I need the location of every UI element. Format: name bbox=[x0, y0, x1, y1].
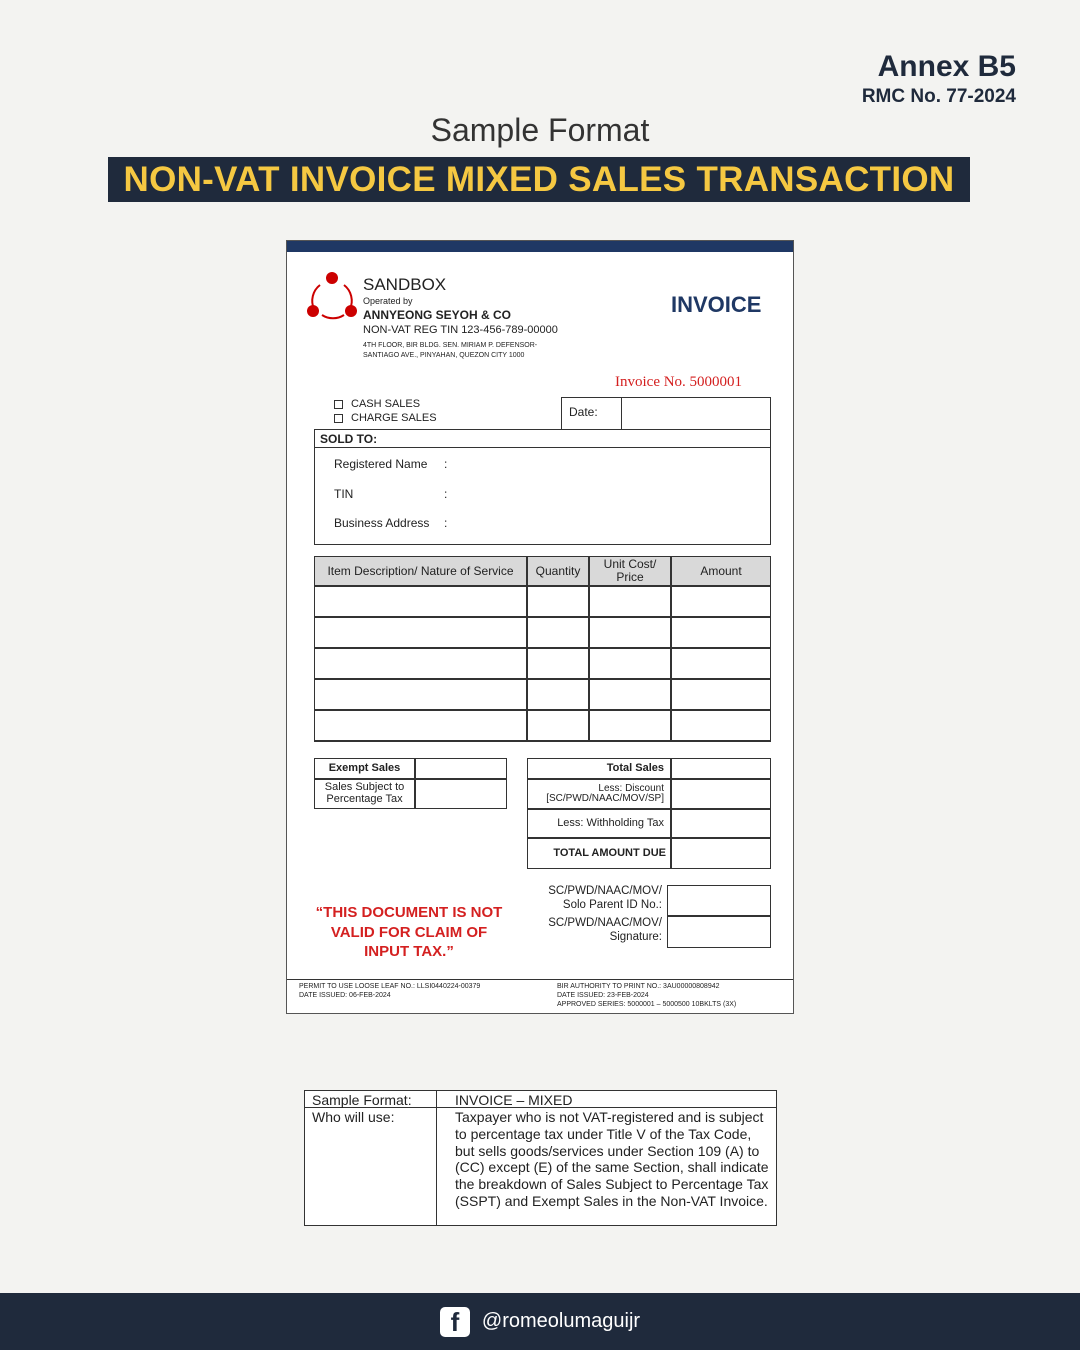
item-cell bbox=[671, 586, 771, 617]
less-discount-label: Less: Discount [SC/PWD/NAAC/MOV/SP] bbox=[527, 779, 671, 809]
id-no-label: SC/PWD/NAAC/MOV/ Solo Parent ID No.: bbox=[548, 885, 662, 911]
item-cell bbox=[314, 710, 527, 741]
item-cell bbox=[589, 648, 671, 679]
invoice-title: INVOICE bbox=[671, 292, 762, 317]
column-header: Item Description/ Nature of Service bbox=[314, 556, 527, 586]
tin-label: TIN bbox=[334, 487, 354, 501]
social-handle[interactable]: @romeolumaguijr bbox=[481, 1310, 641, 1332]
discount-value bbox=[671, 779, 771, 809]
charge-sales-checkbox[interactable]: CHARGE SALES bbox=[334, 412, 437, 424]
customer-box bbox=[314, 447, 771, 545]
item-cell bbox=[314, 617, 527, 648]
company-name: ANNYEONG SEYOH & CO bbox=[363, 308, 512, 322]
column-header: Quantity bbox=[527, 556, 589, 586]
facebook-icon: f bbox=[439, 1306, 470, 1337]
item-cell bbox=[589, 679, 671, 710]
signature-field bbox=[667, 916, 771, 948]
who-will-use-label: Who will use: bbox=[312, 1109, 395, 1125]
item-cell bbox=[527, 586, 589, 617]
colon: : bbox=[444, 487, 448, 501]
date-label: Date: bbox=[569, 405, 598, 419]
operated-by: Operated by bbox=[363, 296, 413, 306]
column-header: Amount bbox=[671, 556, 771, 586]
column-header: Unit Cost/ Price bbox=[589, 556, 671, 586]
total-due-value bbox=[671, 838, 771, 869]
id-no-field bbox=[667, 885, 771, 916]
total-sales-value bbox=[671, 758, 771, 779]
annex-label: Annex B5 bbox=[877, 50, 1016, 83]
total-amount-due-label: TOTAL AMOUNT DUE bbox=[527, 838, 671, 869]
permit-date: DATE ISSUED: 06-FEB-2024 bbox=[299, 992, 391, 999]
invoice-sample: SANDBOX Operated by ANNYEONG SEYOH & CO … bbox=[286, 240, 794, 1014]
exempt-sales-value bbox=[415, 758, 507, 779]
subtitle: Sample Format bbox=[430, 112, 650, 148]
withholding-value bbox=[671, 809, 771, 838]
footer-bar: f @romeolumaguijr bbox=[0, 1293, 1080, 1350]
item-cell bbox=[527, 617, 589, 648]
item-cell bbox=[671, 679, 771, 710]
cash-sales-checkbox[interactable]: CASH SALES bbox=[334, 398, 420, 410]
permit-number: PERMIT TO USE LOOSE LEAF NO.: LLSI044022… bbox=[299, 983, 481, 990]
company-tin: NON-VAT REG TIN 123-456-789-00000 bbox=[363, 324, 558, 336]
total-sales-label: Total Sales bbox=[527, 758, 671, 779]
brand-name: SANDBOX bbox=[363, 275, 447, 294]
item-cell bbox=[589, 617, 671, 648]
exempt-sales-label: Exempt Sales bbox=[314, 758, 415, 779]
item-cell bbox=[671, 617, 771, 648]
invoice-top-bar bbox=[287, 241, 793, 252]
item-cell bbox=[589, 586, 671, 617]
logo-icon bbox=[307, 272, 357, 320]
item-cell bbox=[314, 679, 527, 710]
signature-label: SC/PWD/NAAC/MOV/ Signature: bbox=[548, 917, 662, 943]
item-cell bbox=[527, 679, 589, 710]
page-title: NON-VAT INVOICE MIXED SALES TRANSACTION bbox=[108, 157, 970, 202]
item-cell bbox=[527, 648, 589, 679]
not-valid-note: “THIS DOCUMENT IS NOT VALID FOR CLAIM OF… bbox=[315, 904, 503, 960]
address-line-2: SANTIAGO AVE., PINYAHAN, QUEZON CITY 100… bbox=[363, 352, 525, 359]
who-will-use-value: Taxpayer who is not VAT-registered and i… bbox=[455, 1109, 769, 1209]
sample-format-label: Sample Format: bbox=[312, 1092, 412, 1108]
approved-series: APPROVED SERIES: 5000001 – 5000500 10BKL… bbox=[557, 1001, 737, 1008]
registered-name-label: Registered Name bbox=[334, 457, 428, 471]
item-cell bbox=[671, 648, 771, 679]
info-table: Sample Format: INVOICE – MIXED Who will … bbox=[304, 1090, 777, 1226]
atp-date: DATE ISSUED: 23-FEB-2024 bbox=[557, 992, 649, 999]
colon: : bbox=[444, 516, 448, 530]
invoice-number: Invoice No. 5000001 bbox=[615, 374, 743, 390]
address-line-1: 4TH FLOOR, BIR BLDG. SEN. MIRIAM P. DEFE… bbox=[363, 342, 538, 349]
item-cell bbox=[527, 710, 589, 741]
business-address-label: Business Address bbox=[334, 516, 430, 530]
atp-number: BIR AUTHORITY TO PRINT NO.: 3AU000008089… bbox=[557, 983, 720, 990]
sales-subject-label: Sales Subject to Percentage Tax bbox=[314, 779, 415, 809]
colon: : bbox=[444, 457, 448, 471]
rmc-number: RMC No. 77-2024 bbox=[861, 86, 1016, 107]
less-withholding-label: Less: Withholding Tax bbox=[527, 809, 671, 838]
sold-to-label: SOLD TO: bbox=[320, 432, 378, 446]
item-cell bbox=[671, 710, 771, 741]
sample-format-value: INVOICE – MIXED bbox=[455, 1092, 573, 1108]
sold-to-bar bbox=[314, 429, 771, 448]
sales-subject-value bbox=[415, 779, 507, 809]
item-cell bbox=[589, 710, 671, 741]
item-cell bbox=[314, 648, 527, 679]
item-cell bbox=[314, 586, 527, 617]
